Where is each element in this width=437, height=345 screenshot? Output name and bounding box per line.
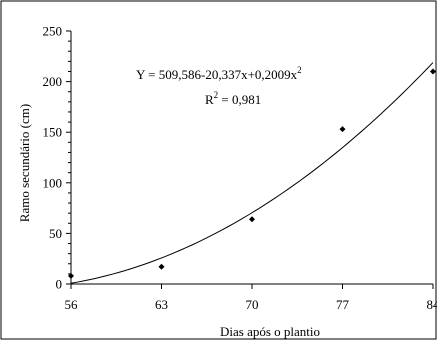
y-tick-label: 150 (43, 125, 63, 140)
y-tick-label: 100 (43, 175, 63, 190)
y-tick-label: 200 (43, 74, 63, 89)
data-point (340, 126, 346, 132)
x-tick-label: 84 (427, 297, 437, 312)
x-axis-title: Dias após o plantio (220, 324, 320, 339)
data-point (430, 68, 436, 74)
x-tick-label: 63 (155, 297, 168, 312)
y-axis-title: Ramo secundário (cm) (17, 104, 32, 222)
r2-symbol: R (205, 92, 214, 107)
equation-label: Y = 509,586-20,337x+0,2009x2 (136, 65, 302, 82)
y-tick-label: 50 (49, 226, 62, 241)
r2-label: R2 = 0,981 (205, 90, 261, 107)
equation-text: Y = 509,586-20,337x+0,2009x (136, 67, 298, 82)
chart-frame (1, 1, 436, 339)
y-tick-label: 250 (43, 24, 63, 39)
x-tick-label: 70 (246, 297, 259, 312)
y-axis-ticks: 0 50 100 150 200 250 (43, 24, 72, 292)
x-tick-label: 56 (65, 297, 79, 312)
equation-exponent: 2 (297, 65, 302, 75)
x-tick-label: 77 (336, 297, 350, 312)
data-point (249, 216, 255, 222)
r2-value: = 0,981 (218, 92, 261, 107)
data-point (159, 264, 165, 270)
x-axis-ticks: 56 63 70 77 84 (65, 284, 437, 312)
y-tick-label: 0 (56, 277, 63, 292)
